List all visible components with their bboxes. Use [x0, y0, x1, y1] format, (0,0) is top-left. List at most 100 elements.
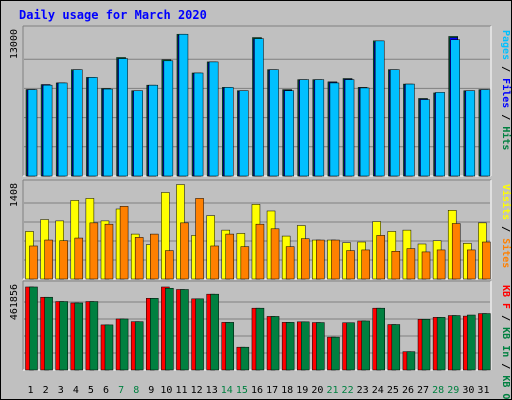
x-tick-label: 26 [402, 385, 414, 396]
legend-kb-f: KB F [500, 285, 511, 309]
bar-sites [361, 249, 370, 280]
bar-pages [390, 69, 400, 177]
x-tick-label: 5 [88, 385, 94, 396]
x-tick-label: 29 [447, 385, 459, 396]
x-tick-label: 10 [160, 385, 172, 396]
panel-kbytes-legend: KB F / KB In / KB Out [500, 285, 511, 400]
bar-kb-in [134, 321, 144, 371]
legend-files: Files [500, 78, 512, 108]
panel-hits-legend: Pages / Files / Hits [500, 30, 512, 150]
bar-kb-in [29, 286, 38, 371]
bar-pages [254, 38, 264, 177]
bar-sites [316, 239, 325, 280]
bar-sites [74, 237, 84, 280]
legend-separator: / [500, 357, 511, 375]
bar-kb-in [331, 336, 340, 371]
x-tick-label: 2 [43, 385, 49, 396]
bar-pages [193, 72, 204, 177]
x-tick-label: 22 [342, 385, 354, 396]
bar-kb-in [119, 318, 129, 371]
bar-sites [134, 237, 144, 280]
bar-kb-in [346, 322, 355, 371]
bar-sites [44, 239, 53, 280]
bar-sites [406, 248, 416, 280]
x-tick-label: 16 [251, 385, 263, 396]
x-tick-label: 17 [266, 385, 278, 396]
bar-sites [451, 223, 461, 280]
legend-kb-out: KB Out [500, 375, 511, 400]
legend-pages: Pages [500, 30, 511, 60]
bar-sites [119, 206, 129, 280]
bar-sites [467, 249, 476, 280]
x-tick-label: 4 [73, 385, 79, 396]
bar-kb-in [74, 302, 84, 371]
x-tick-label: 18 [281, 385, 293, 396]
bar-kb-in [225, 322, 235, 371]
bar-pages [208, 61, 219, 177]
x-tick-label: 31 [477, 385, 489, 396]
bar-pages [420, 99, 430, 177]
x-tick-label: 19 [296, 385, 308, 396]
bar-pages [178, 33, 189, 177]
bar-pages [314, 79, 325, 177]
bar-pages [239, 90, 249, 177]
legend-separator: / [500, 108, 511, 126]
bar-pages [42, 84, 53, 177]
bar-sites [180, 222, 189, 280]
x-tick-label: 15 [236, 385, 248, 396]
x-tick-label: 12 [191, 385, 203, 396]
bar-pages [73, 69, 83, 177]
bar-sites [391, 251, 401, 280]
bar-pages [480, 89, 491, 177]
x-tick-label: 28 [432, 385, 444, 396]
bar-pages [329, 82, 340, 177]
bar-kb-in [361, 320, 370, 371]
x-tick-label: 8 [133, 385, 139, 396]
x-tick-label: 24 [372, 385, 384, 396]
bar-kb-in [104, 324, 114, 371]
bar-sites [482, 241, 491, 280]
x-tick-label: 21 [326, 385, 338, 396]
bar-kb-in [467, 314, 476, 371]
x-tick-label: 30 [462, 385, 474, 396]
panel-hits-ymax-label: 13000 [9, 29, 20, 59]
bar-pages [148, 84, 159, 177]
bar-pages [163, 60, 174, 177]
bar-kb-in [195, 298, 204, 371]
x-tick-label: 23 [357, 385, 369, 396]
bar-kb-in [44, 296, 53, 371]
bar-sites [89, 222, 99, 280]
legend-kb-in: KB In [500, 327, 511, 357]
bar-kb-in [300, 321, 310, 371]
bar-kb-in [406, 351, 416, 371]
x-tick-label: 27 [417, 385, 429, 396]
bar-pages [284, 90, 294, 177]
bar-pages [299, 79, 309, 177]
bar-sites [346, 250, 355, 280]
bar-kb-in [210, 293, 219, 371]
bar-kb-in [59, 301, 68, 371]
legend-separator: / [500, 220, 511, 238]
bar-pages [27, 89, 38, 177]
bar-pages [405, 83, 415, 177]
x-tick-label: 25 [387, 385, 399, 396]
bar-pages [374, 40, 385, 177]
bar-kb-in [150, 298, 159, 371]
bar-kb-in [391, 324, 401, 371]
legend-hits: Hits [500, 126, 512, 150]
bar-pages [465, 90, 476, 177]
bar-sites [195, 198, 204, 280]
bar-kb-in [270, 316, 280, 371]
bar-kb-in [482, 313, 491, 371]
legend-separator: / [500, 309, 511, 327]
x-tick-label: 9 [148, 385, 154, 396]
bar-kb-in [285, 322, 295, 371]
bar-sites [285, 246, 295, 280]
bar-sites [300, 238, 310, 280]
bar-sites [331, 239, 340, 280]
panel-visits-ymax-label: 1408 [9, 183, 20, 207]
x-tick-label: 1 [28, 385, 34, 396]
bar-sites [376, 235, 385, 280]
bar-kb-in [436, 317, 446, 371]
